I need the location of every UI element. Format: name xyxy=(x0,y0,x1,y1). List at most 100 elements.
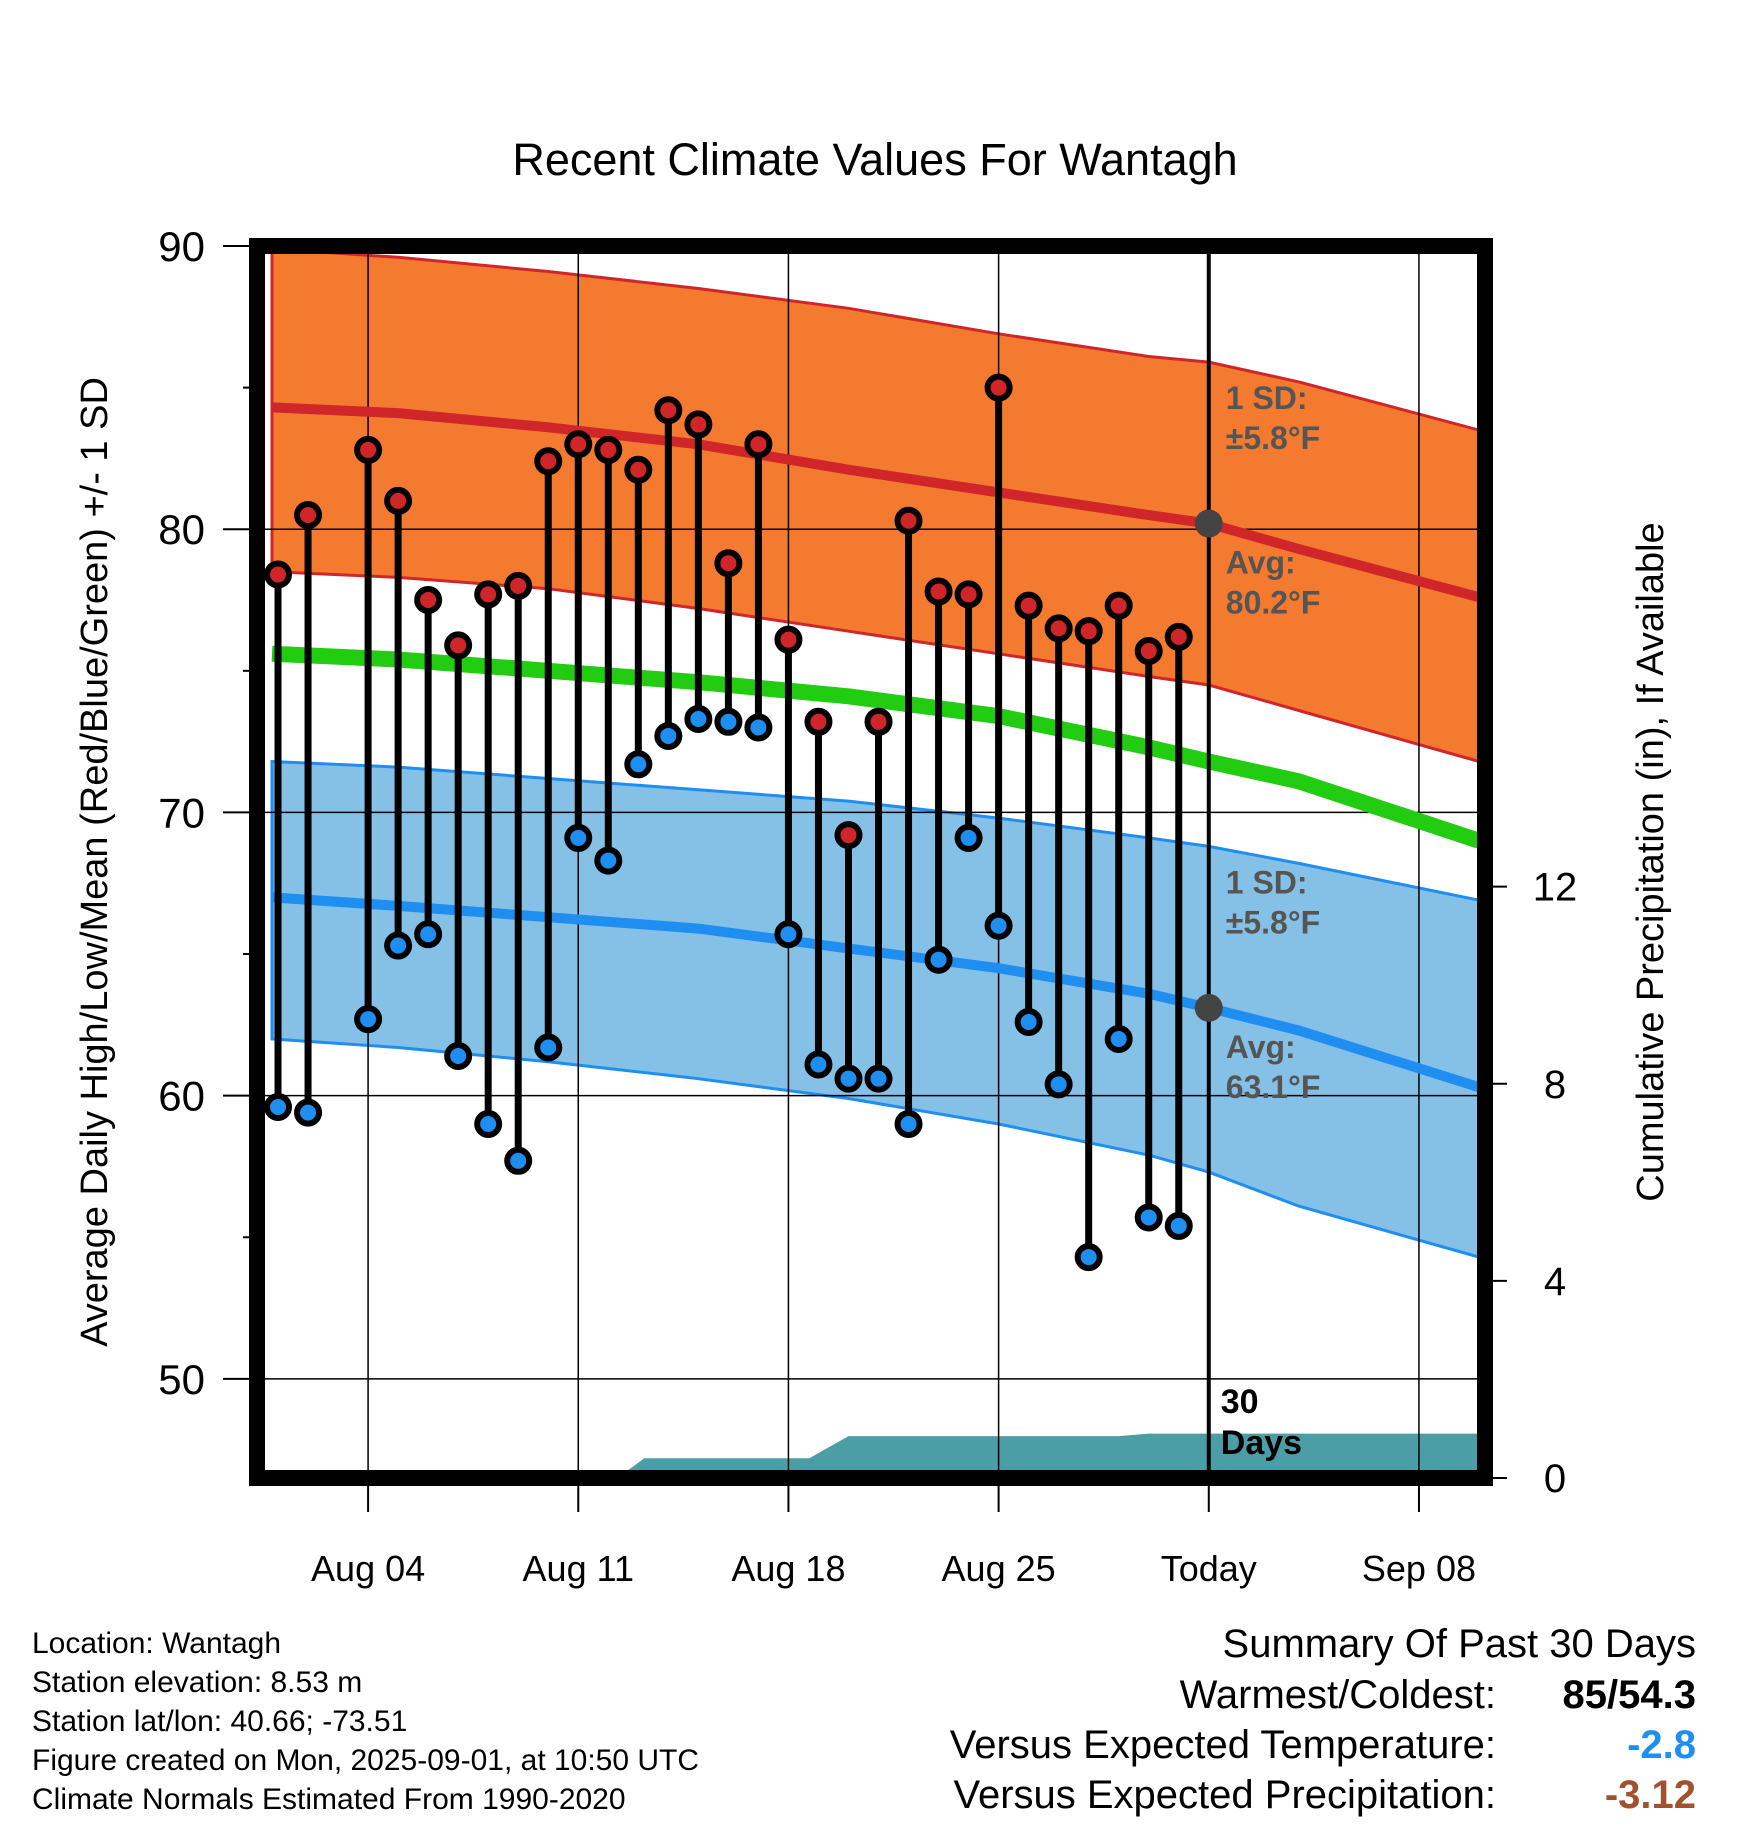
observed-low-point xyxy=(804,1050,833,1079)
observed-low-point xyxy=(294,1098,323,1127)
mean-average-line xyxy=(271,645,1482,849)
warmest-coldest-label: Warmest/Coldest: xyxy=(1179,1673,1496,1717)
observed-high-point xyxy=(624,455,653,484)
observed-low-point xyxy=(1164,1211,1193,1240)
observed-low-point xyxy=(954,823,983,852)
high-average-line xyxy=(271,402,1481,603)
plot-frame xyxy=(249,238,1493,1486)
temperature-anomaly-label: Versus Expected Temperature: xyxy=(949,1723,1496,1767)
x-tick-label: Aug 04 xyxy=(311,1548,425,1589)
y-tick-label: 60 xyxy=(158,1073,205,1120)
observed-high-point xyxy=(564,430,593,459)
observed-high-point xyxy=(654,396,683,425)
x-tick-label: Aug 11 xyxy=(523,1548,634,1589)
high-avg-label: Avg: xyxy=(1226,545,1296,581)
y-tick-label: 70 xyxy=(158,789,205,836)
today-low-marker xyxy=(1194,993,1223,1022)
observed-low-point xyxy=(744,713,773,742)
observed-low-point xyxy=(534,1033,563,1062)
y2-tick-label: 12 xyxy=(1533,866,1578,910)
observed-low-point xyxy=(894,1109,923,1138)
observed-low-point xyxy=(774,920,803,949)
observed-low-point xyxy=(414,920,443,949)
elevation-text: Station elevation: 8.53 m xyxy=(32,1666,363,1699)
high-avg-value: 80.2°F xyxy=(1226,585,1321,621)
normals-text: Climate Normals Estimated From 1990-2020 xyxy=(32,1783,626,1816)
observed-high-point xyxy=(414,586,443,615)
observed-high-point xyxy=(504,571,533,600)
location-text: Location: Wantagh xyxy=(32,1627,282,1660)
observed-high-point xyxy=(444,631,473,660)
observed-low-point xyxy=(384,931,413,960)
summary-warmest-coldest: Warmest/Coldest: 85/54.3 xyxy=(950,1670,1696,1720)
observed-high-point xyxy=(384,486,413,515)
y2-tick-label: 0 xyxy=(1544,1457,1566,1501)
y2-axis-title: Cumulative Precipitation (in), If Availa… xyxy=(1630,522,1672,1201)
low-sd-label: 1 SD: xyxy=(1226,864,1308,900)
observed-low-point xyxy=(564,823,593,852)
observed-high-point xyxy=(474,580,503,609)
observed-low-point xyxy=(924,945,953,974)
y-tick-label: 50 xyxy=(158,1356,205,1403)
y2-tick-label: 8 xyxy=(1544,1063,1566,1107)
days-count-word: Days xyxy=(1221,1424,1302,1462)
climate-chart: 1 SD: ±5.8°F Avg: 80.2°F 1 SD: ±5.8°F Avg: 63.1… xyxy=(74,134,1672,1589)
low-avg-label: Avg: xyxy=(1226,1029,1296,1065)
observed-high-point xyxy=(804,707,833,736)
observed-high-point xyxy=(864,707,893,736)
observed-high-point xyxy=(714,549,743,578)
low-avg-value: 63.1°F xyxy=(1226,1069,1321,1105)
observed-low-point xyxy=(444,1042,473,1071)
observed-low-point xyxy=(594,846,623,875)
observed-high-point xyxy=(294,501,323,530)
temperature-anomaly-value: -2.8 xyxy=(1627,1723,1696,1767)
precipitation-anomaly-label: Versus Expected Precipitation: xyxy=(953,1773,1496,1817)
observed-high-point xyxy=(924,577,953,606)
observed-high-point xyxy=(984,373,1013,402)
observed-high-point xyxy=(264,560,293,589)
high-sd-value: ±5.8°F xyxy=(1226,420,1320,456)
high-sd-label: 1 SD: xyxy=(1226,380,1308,416)
observed-high-point xyxy=(894,506,923,535)
chart-title: Recent Climate Values For Wantagh xyxy=(512,134,1237,185)
latlon-text: Station lat/lon: 40.66; -73.51 xyxy=(32,1705,408,1738)
high-sd-band xyxy=(270,247,1481,764)
observed-low-point xyxy=(474,1109,503,1138)
observed-high-point xyxy=(954,580,983,609)
x-tick-label: Sep 08 xyxy=(1362,1548,1476,1589)
summary-panel: Summary Of Past 30 Days Warmest/Coldest:… xyxy=(950,1618,1696,1820)
observed-high-point xyxy=(1134,637,1163,666)
observed-high-point xyxy=(1104,591,1133,620)
y2-tick-label: 4 xyxy=(1544,1260,1566,1304)
summary-title: Summary Of Past 30 Days xyxy=(1222,1622,1696,1666)
x-tick-label: Aug 18 xyxy=(731,1548,845,1589)
days-count-number: 30 xyxy=(1221,1383,1259,1421)
observed-low-point xyxy=(1104,1025,1133,1054)
observed-low-point xyxy=(984,911,1013,940)
observed-low-point xyxy=(684,704,713,733)
observed-low-point xyxy=(864,1064,893,1093)
summary-temperature: Versus Expected Temperature: -2.8 xyxy=(950,1720,1696,1770)
observed-high-point xyxy=(684,410,713,439)
x-tick-label: Today xyxy=(1161,1548,1257,1589)
y-axis-title: Average Daily High/Low/Mean (Red/Blue/Gr… xyxy=(74,377,116,1347)
observed-low-point xyxy=(654,721,683,750)
warmest-coldest-value: 85/54.3 xyxy=(1562,1673,1696,1717)
observed-high-point xyxy=(1044,614,1073,643)
observed-high-point xyxy=(744,430,773,459)
observed-high-point xyxy=(834,821,863,850)
y-tick-label: 90 xyxy=(158,223,205,270)
observed-high-point xyxy=(534,447,563,476)
observed-low-point xyxy=(1074,1243,1103,1272)
x-tick-label: Aug 25 xyxy=(942,1548,1056,1589)
observed-high-point xyxy=(354,435,383,464)
precipitation-anomaly-value: -3.12 xyxy=(1604,1773,1696,1817)
observed-low-point xyxy=(504,1146,533,1175)
observed-high-point xyxy=(1074,617,1103,646)
y-tick-label: 80 xyxy=(158,506,205,553)
low-sd-value: ±5.8°F xyxy=(1226,904,1320,940)
observed-low-point xyxy=(1134,1203,1163,1232)
observed-low-point xyxy=(714,707,743,736)
low-average-line xyxy=(271,892,1481,1092)
observed-high-point xyxy=(1164,622,1193,651)
